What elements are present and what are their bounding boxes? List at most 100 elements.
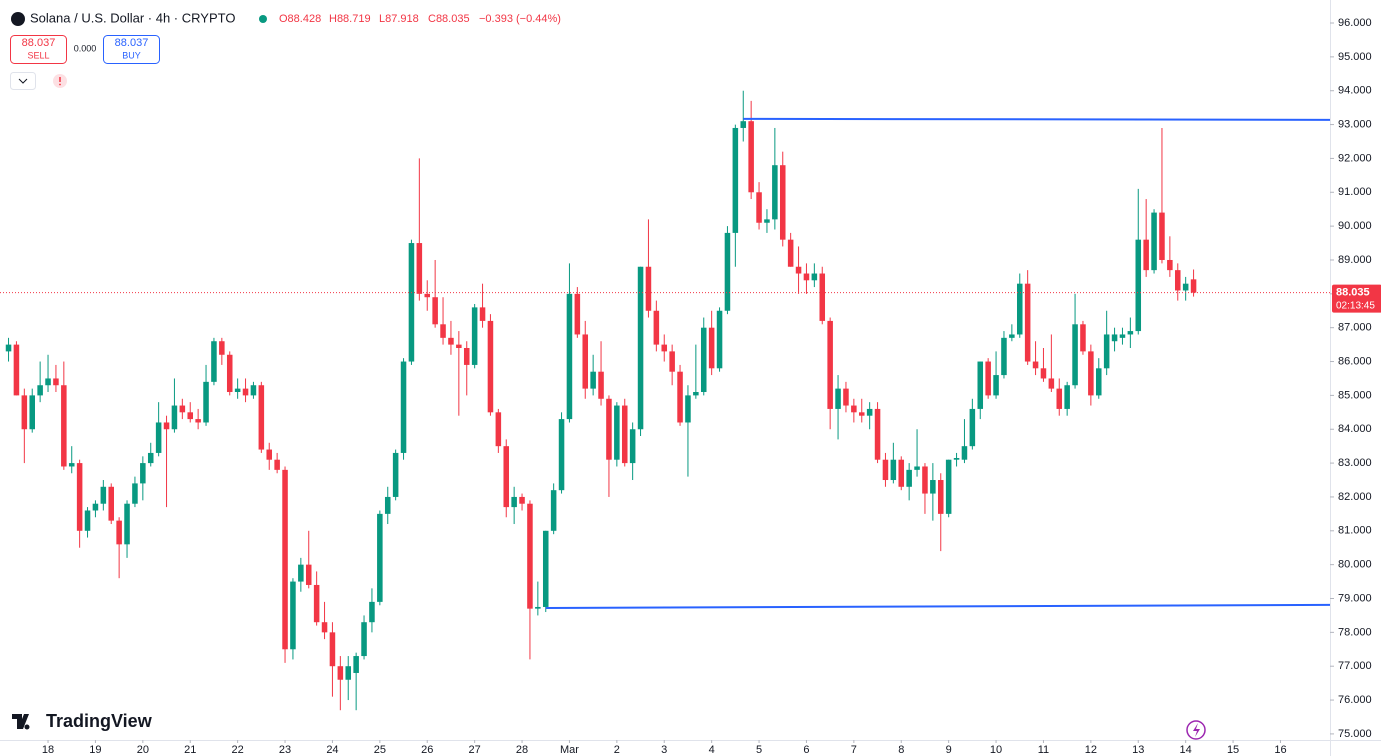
candle-body: [68, 463, 75, 467]
candle-body: [219, 341, 225, 355]
candle-body: [1111, 334, 1118, 342]
candle-body: [92, 503, 99, 511]
chevron: [18, 78, 28, 84]
y-tick-label: 94.000: [1338, 85, 1372, 97]
candle-body: [61, 385, 67, 467]
candle-body: [258, 385, 265, 450]
candle-body: [653, 310, 660, 345]
candle-body: [748, 121, 754, 193]
candle-body: [195, 419, 201, 423]
candle-body: [424, 293, 431, 298]
candle-body: [440, 324, 446, 338]
candle-body: [1127, 331, 1134, 335]
x-tick-label: 5: [756, 744, 762, 756]
x-tick-label: 4: [709, 744, 715, 756]
y-tick-label: 76.000: [1338, 694, 1372, 706]
level-line: [545, 603, 1331, 609]
candle-body: [1080, 324, 1086, 352]
candle-body: [890, 459, 897, 481]
candle-body: [716, 310, 723, 369]
buy-button[interactable]: [103, 35, 160, 64]
candle-body: [37, 385, 43, 396]
candle-body: [922, 466, 928, 494]
candle-body: [377, 513, 383, 602]
candle-body: [234, 388, 241, 393]
x-tick-label: 8: [898, 744, 904, 756]
candle-body: [337, 666, 344, 680]
candle-body: [1135, 239, 1142, 332]
collapse-button[interactable]: [10, 72, 36, 90]
candle-body: [1048, 378, 1055, 389]
x-tick-label: 25: [374, 744, 386, 756]
candle-body: [969, 408, 976, 447]
high: H88.719: [329, 13, 371, 25]
candle-body: [590, 371, 596, 389]
candle-body: [1182, 283, 1189, 291]
open: O88.428: [279, 13, 321, 25]
candle-body: [1151, 212, 1157, 271]
candle-body: [598, 371, 604, 399]
candle-body: [874, 408, 881, 460]
candle-body: [274, 459, 280, 470]
logo-dot: [24, 724, 30, 730]
candle-body: [519, 496, 525, 504]
candle-body: [163, 422, 170, 430]
candle-body: [266, 449, 273, 460]
candle-body: [693, 392, 699, 396]
candle-body: [1032, 361, 1039, 369]
candle-body: [1001, 337, 1007, 376]
x-tick-label: 20: [137, 744, 149, 756]
flash-icon[interactable]: [1186, 720, 1206, 740]
candle-body: [1072, 324, 1078, 386]
x-tick-label: 27: [469, 744, 481, 756]
x-tick-label: 18: [42, 744, 54, 756]
x-tick-label: 13: [1132, 744, 1144, 756]
y-tick-label: 91.000: [1338, 186, 1372, 198]
candle-body: [606, 398, 612, 460]
candle-body: [45, 378, 51, 386]
candle-body: [416, 243, 423, 294]
candle-body: [708, 327, 715, 369]
candle-body: [732, 127, 739, 233]
trade-panel: 88.037 SELL 0.000 88.037 BUY: [10, 35, 160, 90]
candle-body: [827, 320, 833, 409]
candle-body: [835, 388, 841, 409]
candle-body: [290, 581, 296, 650]
candle-body: [1088, 351, 1094, 396]
x-tick-label: 24: [326, 744, 338, 756]
candle-body: [226, 354, 233, 393]
x-tick-label: 11: [1038, 744, 1049, 756]
candle-body: [503, 446, 510, 508]
y-tick-label: 95.000: [1338, 51, 1372, 63]
candle-body: [155, 422, 162, 453]
candle-body: [740, 121, 747, 128]
plot: [0, 90, 1331, 711]
candle-body: [211, 341, 217, 382]
candle-body: [282, 469, 288, 650]
candle-body: [558, 419, 565, 491]
candle-body: [906, 469, 912, 487]
candle-body: [795, 266, 802, 274]
low: L87.918: [379, 13, 419, 25]
sell-button[interactable]: [10, 35, 67, 64]
candle-body: [495, 412, 502, 447]
countdown: 02:13:45: [1336, 300, 1375, 311]
candle-body: [171, 405, 178, 430]
candle-body: [108, 486, 114, 521]
y-tick-label: 82.000: [1338, 491, 1372, 503]
header: Solana / U.S. Dollar · 4h · CRYPTO O88.4…: [11, 10, 561, 26]
y-tick-label: 87.000: [1338, 322, 1372, 334]
candle-body: [511, 496, 517, 508]
candle-body: [29, 395, 35, 430]
candle-body: [669, 351, 675, 372]
candle-body: [772, 165, 778, 220]
y-tick-label: 78.000: [1338, 626, 1372, 638]
symbol-icon: [11, 12, 25, 26]
candle-body: [1143, 239, 1149, 271]
candle-body: [700, 327, 707, 393]
candle-body: [542, 530, 549, 607]
y-tick-label: 90.000: [1338, 220, 1372, 232]
status-dot: [259, 15, 267, 23]
candle-body: [1119, 334, 1126, 338]
